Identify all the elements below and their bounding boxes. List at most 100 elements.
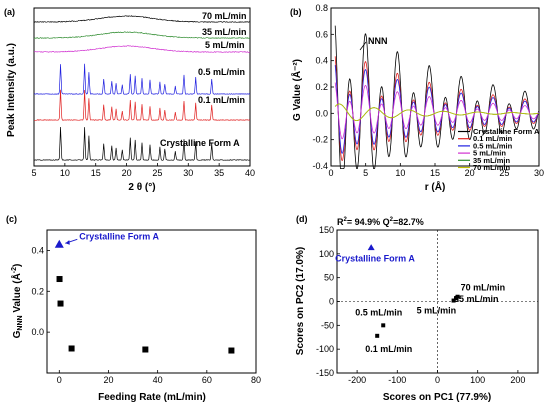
panel-a-xlabel: 2 θ (°): [128, 182, 155, 193]
panel-c-data-point: [142, 346, 149, 353]
panel-c-xlabel: Feeding Rate (mL/min): [98, 392, 206, 403]
panel-c-frame: [46, 229, 257, 374]
panel-d-letter: (d): [296, 214, 308, 224]
panel-a-series-labels: 70 mL/min 35 mL/min 5 mL/min 0.5 mL/min 0.1 …: [160, 11, 247, 148]
panel-c-data-point: [57, 300, 64, 307]
panel-b-legend-label: 5 mL/min: [473, 149, 506, 158]
panel-b-nnn-arrow: [359, 41, 367, 51]
panel-d-ytick-label: -100: [316, 344, 334, 354]
panel-a-xtick-label: 20: [122, 168, 132, 178]
panel-a-xtick-label: 25: [152, 168, 162, 178]
panel-d-data-point: [381, 323, 386, 328]
panel-c-xtick-label: 0: [57, 375, 62, 385]
panel-b-series-line: [334, 103, 539, 121]
panel-c-xtick-label: 20: [103, 375, 113, 385]
panel-c-reference-label: Crystalline Form A: [79, 231, 159, 241]
panel-b-letter: (b): [290, 7, 302, 17]
panel-d-stats: R2= 94.9% Q2=82.7%: [337, 217, 424, 227]
panel-d-ytick-label: 150: [319, 225, 334, 235]
panel-c: (c) GNNN Value (Å-2) Feeding Rate (mL/mi…: [6, 214, 261, 403]
panel-b-ticks: 0 5 10 15 20 25 30 -0.4 -0.2 0.0 0.2 0.4 0.6 0.8: [312, 3, 544, 178]
panel-b-ytick-label: -0.4: [312, 161, 328, 171]
panel-a-xtick-label: 30: [183, 168, 193, 178]
panel-a-xticks: 5 10 15 20 25 30 35 40: [31, 163, 255, 178]
panel-d-data-point: [375, 333, 380, 338]
panel-a-xtick-label: 35: [214, 168, 224, 178]
panel-b-legend-label: Crystalline Form A: [473, 127, 540, 136]
panel-c-ytick-label: 0.2: [31, 286, 44, 296]
panel-d-xtick-label: 0: [435, 375, 440, 385]
panel-c-ytick-label: 0.0: [31, 327, 44, 337]
panel-d-point-label: 0.1 mL/min: [365, 344, 412, 354]
panel-b-xtick-label: 25: [499, 168, 509, 178]
panel-d-ytick-label: -150: [316, 368, 334, 378]
panel-b-ytick-label: 0.2: [315, 82, 328, 92]
panel-b-xtick-label: 10: [395, 168, 405, 178]
panel-d-xlabel: Scores on PC1 (77.9%): [383, 392, 491, 403]
panel-b-series-line: [334, 82, 540, 140]
panel-d-ytick-label: -50: [321, 320, 334, 330]
panel-d-point-label: 35 mL/min: [454, 294, 499, 304]
panel-a-xtick-label: 15: [91, 168, 101, 178]
panel-b-legend-label: 35 mL/min: [473, 156, 511, 165]
panel-c-ylabel: GNNN Value (Å-2): [10, 264, 24, 339]
panel-a-xtick-label: 10: [60, 168, 70, 178]
panel-c-reference-point: [54, 239, 64, 248]
panel-d-ylabel: Scores on PC2 (17.0%): [295, 247, 306, 355]
panel-d-xtick-label: -100: [388, 375, 406, 385]
panel-c-data-point: [68, 345, 75, 352]
panel-b-series-line: [334, 65, 540, 154]
panel-a-frame: [33, 7, 251, 167]
panel-a-series-line: [34, 89, 251, 121]
panel-b-ytick-label: -0.2: [312, 135, 328, 145]
panel-b-ytick-label: 0.0: [315, 108, 328, 118]
panel-a-series-label: 35 mL/min: [202, 27, 247, 37]
panel-b-ytick-label: 0.8: [315, 3, 328, 13]
panel-d-ytick-label: 100: [319, 249, 334, 259]
panel-d-point-label: 70 mL/min: [461, 283, 506, 293]
panel-b-lines: [334, 25, 540, 169]
panel-b-xlabel: r (Å): [425, 180, 446, 193]
panel-c-letter: (c): [6, 214, 17, 224]
panel-a-letter: (a): [4, 7, 15, 17]
panel-d-data-point: [453, 296, 458, 301]
panel-a-series-label: 70 mL/min: [202, 11, 247, 21]
panel-a: (a) Peak Intensity (a.u.) 2 θ (°) 5 10 15 2…: [4, 7, 255, 193]
panel-d-xtick-label: 200: [510, 375, 525, 385]
panel-d-ytick-label: 0: [329, 297, 334, 307]
panel-a-series-label: 0.1 mL/min: [198, 95, 245, 105]
panel-d: (d) Scores on PC2 (17.0%) Scores on PC1 …: [295, 214, 539, 403]
panel-d-reference-point: [367, 244, 375, 251]
panel-a-series-label: Crystalline Form A: [160, 138, 240, 148]
panel-d-xtick-label: 100: [470, 375, 485, 385]
panel-c-reference-arrowhead: [65, 240, 70, 245]
panel-b-nnn-annotation: NNN: [368, 36, 388, 46]
panel-a-series-line: [33, 45, 251, 53]
panel-a-series-line: [33, 126, 251, 161]
panel-b: (b) G Value (Å⁻²) r (Å) 0 5 10 15 20 25 30 -0.4…: [290, 3, 544, 193]
panel-b-legend-label: 0.5 mL/min: [473, 141, 513, 150]
panel-d-ticks: -200 -100 0 100 200 -150 -100 -50 0 50 100 150: [316, 225, 538, 385]
panel-c-points: Crystalline Form A: [54, 231, 235, 354]
panel-a-series-line: [33, 63, 251, 95]
panel-b-xtick-label: 30: [534, 168, 544, 178]
panel-c-ticks: 0 20 40 60 80 0.0 0.2 0.4: [31, 245, 261, 385]
panel-a-lines: [33, 15, 251, 161]
panel-d-point-label: 0.5 mL/min: [355, 307, 402, 317]
panel-d-point-label: 5 mL/min: [417, 306, 457, 316]
panel-c-ytick-label: 0.4: [31, 245, 44, 255]
panel-d-data-point: [451, 298, 456, 303]
panel-d-ytick-label: 50: [324, 273, 334, 283]
panel-c-xtick-label: 60: [202, 375, 212, 385]
panel-b-xtick-label: 0: [328, 168, 333, 178]
panel-b-ytick-label: 0.6: [315, 29, 328, 39]
panel-b-ytick-label: 0.4: [315, 56, 328, 66]
panel-c-data-point: [56, 276, 63, 283]
panel-b-xtick-label: 20: [465, 168, 475, 178]
panel-d-xtick-label: -200: [348, 375, 366, 385]
panel-a-xtick-label: 40: [245, 168, 255, 178]
panel-b-xtick-label: 15: [430, 168, 440, 178]
